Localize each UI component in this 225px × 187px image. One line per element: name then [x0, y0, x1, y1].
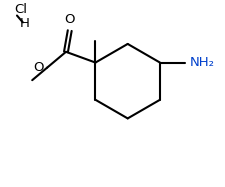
- Text: Cl: Cl: [14, 2, 27, 16]
- Text: O: O: [64, 13, 75, 26]
- Text: NH₂: NH₂: [189, 56, 213, 69]
- Text: H: H: [20, 17, 30, 30]
- Text: O: O: [33, 61, 43, 74]
